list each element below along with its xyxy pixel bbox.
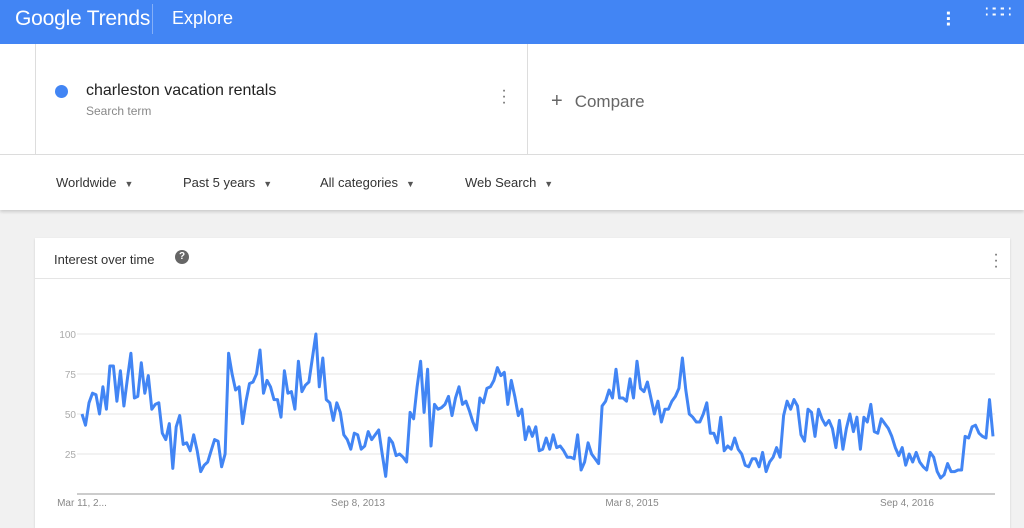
y-tick-label: 50 bbox=[65, 410, 77, 421]
x-tick-label: Mar 11, 2... bbox=[57, 498, 107, 509]
filter-label: Worldwide bbox=[56, 175, 117, 190]
search-bar: charleston vacation rentals Search term … bbox=[0, 44, 1024, 155]
more-vert-icon[interactable]: · · · bbox=[501, 82, 507, 111]
y-tick-label: 25 bbox=[65, 450, 77, 461]
more-vert-icon[interactable]: · · · bbox=[993, 246, 999, 275]
filter-label: All categories bbox=[320, 175, 399, 190]
filter-time[interactable]: Past 5 years ▼ bbox=[183, 175, 272, 190]
x-tick-label: Mar 8, 2015 bbox=[605, 498, 659, 509]
search-term-label: Search term bbox=[86, 104, 152, 118]
apps-grid-icon[interactable]: ∷∷∷ bbox=[985, 4, 1012, 21]
x-tick-label: Sep 4, 2016 bbox=[880, 498, 934, 509]
dropdown-arrow-icon: ▼ bbox=[263, 179, 273, 189]
search-term-box[interactable]: charleston vacation rentals Search term … bbox=[35, 44, 528, 155]
plus-icon: + bbox=[551, 90, 563, 112]
filter-bar: Worldwide ▼ Past 5 years ▼ All categories ▼… bbox=[0, 155, 1024, 210]
y-tick-label: 75 bbox=[65, 370, 77, 381]
filter-category[interactable]: All categories ▼ bbox=[320, 175, 415, 190]
header-divider bbox=[152, 4, 153, 34]
app-header: Google Trends Explore ⠇ ∷∷∷ bbox=[0, 0, 1024, 44]
term-color-dot bbox=[55, 85, 68, 98]
series-line bbox=[80, 332, 995, 480]
x-tick-label: Sep 8, 2013 bbox=[331, 498, 385, 509]
help-icon[interactable]: ? bbox=[175, 250, 189, 264]
compare-button[interactable]: + Compare bbox=[551, 90, 645, 113]
dropdown-arrow-icon: ▼ bbox=[406, 179, 415, 189]
dropdown-arrow-icon: ▼ bbox=[544, 179, 554, 189]
filter-search-type[interactable]: Web Search ▼ bbox=[465, 175, 553, 190]
filter-label: Web Search bbox=[465, 175, 537, 190]
interest-chart: 25 50 75 100 Mar 11, 2... Sep 8, 2013 Mar 8, 2… bbox=[57, 330, 995, 509]
interest-over-time-card: Interest over time ? · · · 25 50 75 100 Mar 11… bbox=[35, 238, 1010, 528]
compare-label: Compare bbox=[574, 92, 645, 111]
y-tick-label: 100 bbox=[59, 330, 76, 341]
dropdown-arrow-icon: ▼ bbox=[124, 179, 134, 189]
filter-label: Past 5 years bbox=[183, 175, 256, 190]
card-title: Interest over time bbox=[54, 252, 155, 267]
share-icon[interactable]: ⠇ bbox=[944, 10, 959, 32]
search-term-text[interactable]: charleston vacation rentals bbox=[86, 82, 277, 99]
filter-location[interactable]: Worldwide ▼ bbox=[56, 175, 133, 190]
google-trends-logo[interactable]: Google Trends bbox=[15, 7, 151, 30]
page-title: Explore bbox=[172, 8, 234, 28]
card-divider bbox=[35, 278, 1010, 279]
